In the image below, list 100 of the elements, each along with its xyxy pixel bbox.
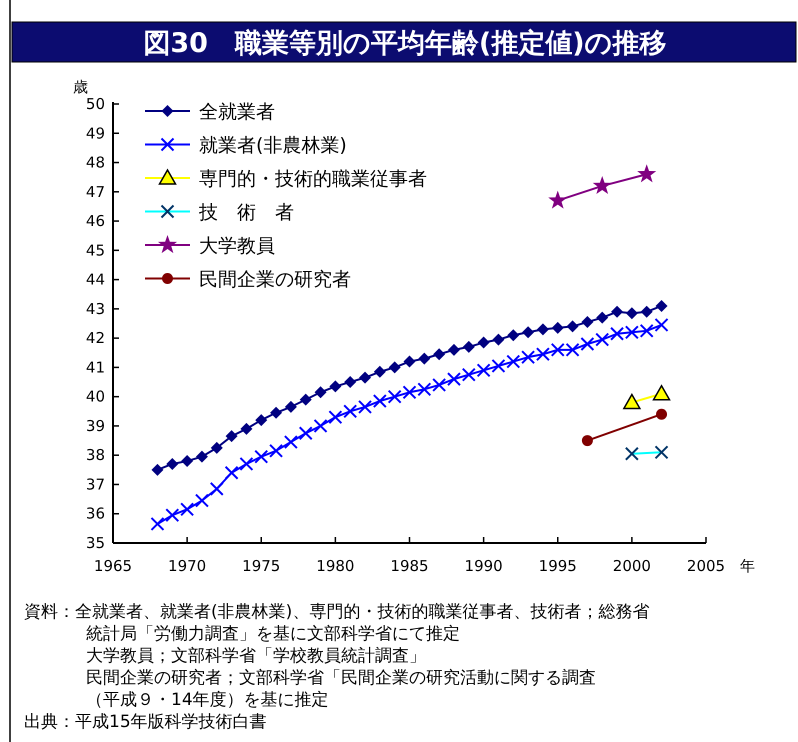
- y-tick-label: 44: [86, 270, 105, 289]
- y-tick-label: 42: [86, 329, 105, 348]
- point: [566, 320, 579, 332]
- point: [654, 318, 669, 332]
- y-tick-label: 48: [86, 154, 105, 172]
- y-tick-label: 49: [86, 124, 105, 142]
- x-tick-label: 2005: [686, 557, 726, 575]
- point: [596, 312, 608, 324]
- point: [151, 464, 164, 476]
- point: [507, 329, 520, 342]
- point: [536, 323, 549, 336]
- point: [432, 378, 446, 392]
- y-tick-label: 39: [86, 416, 105, 435]
- point: [328, 410, 342, 424]
- y-tick-label: 50: [86, 95, 105, 113]
- x-tick-label: 1980: [316, 557, 354, 575]
- point: [626, 307, 638, 320]
- point: [210, 442, 223, 454]
- point: [446, 372, 461, 386]
- point: [166, 458, 178, 470]
- legend-label: 就業者(非農林業): [199, 134, 347, 156]
- point: [552, 322, 564, 334]
- point: [269, 444, 284, 458]
- point: [196, 450, 208, 463]
- point: [359, 372, 372, 384]
- point: [344, 376, 356, 388]
- point: [595, 332, 610, 347]
- legend-label: 専門的・技術的職業従事者: [199, 168, 427, 190]
- y-tick-label: 45: [86, 241, 105, 260]
- chart-title: 図30 職業等別の平均年齢(推定値)の推移: [143, 28, 667, 59]
- x-tick-label: 1965: [94, 557, 132, 575]
- point: [656, 300, 668, 312]
- title: 図30 職業等別の平均年齢(推定値)の推移: [12, 22, 796, 62]
- point: [418, 352, 430, 365]
- point: [210, 482, 224, 496]
- point: [300, 394, 312, 406]
- point: [180, 502, 194, 516]
- point: [522, 326, 534, 338]
- y-tick-label: 36: [86, 504, 105, 523]
- point: [372, 394, 387, 408]
- point: [329, 380, 342, 392]
- point: [343, 404, 358, 418]
- y-tick-label: 46: [86, 212, 105, 230]
- point: [240, 422, 252, 435]
- y-tick-label: 35: [86, 534, 105, 552]
- legend-label: 大学教員: [199, 235, 275, 257]
- y-tick-label: 40: [86, 388, 105, 406]
- point: [224, 466, 239, 480]
- point: [181, 455, 194, 468]
- point: [611, 306, 624, 318]
- y-tick-label: 41: [86, 358, 105, 376]
- point: [165, 508, 180, 522]
- point: [506, 354, 520, 369]
- point: [592, 176, 612, 194]
- point: [491, 358, 506, 373]
- point: [462, 368, 476, 382]
- x-tick-label: 1975: [242, 557, 280, 575]
- point: [314, 386, 327, 398]
- y-tick-label: 47: [86, 182, 105, 201]
- y-tick-label: 38: [86, 446, 105, 464]
- point: [656, 408, 668, 420]
- point: [388, 390, 402, 404]
- point: [374, 366, 386, 378]
- point: [284, 435, 298, 450]
- point: [548, 190, 568, 209]
- point: [388, 361, 401, 374]
- point: [358, 400, 372, 414]
- legend-label: 全就業者: [199, 101, 275, 123]
- x-axis-title: 年: [740, 557, 755, 575]
- point: [404, 356, 416, 368]
- annotations: 資料：全就業者、就業者(非農林業)、専門的・技術的職業従事者、技術者；総務省 統計局「労働力調査」を基に文部科学省にて推定 大学教員；文部科学省「学校教員統計調査」 民間企業の研究者；文部科学省「民間企業の研究活動に関する調査 （平成９・14年度）を基に推定 出典：平成15年版科学技術白書: [24, 602, 650, 732]
- point: [402, 385, 416, 400]
- point: [150, 516, 164, 531]
- point: [478, 336, 490, 349]
- x-tick-label: 1995: [538, 557, 577, 575]
- point: [226, 430, 238, 442]
- point: [476, 363, 491, 378]
- legend-label: 技 術 者: [198, 202, 294, 224]
- point: [448, 344, 460, 356]
- y-tick-label: 43: [86, 300, 105, 318]
- point: [433, 348, 446, 360]
- point: [582, 435, 593, 446]
- x-tick-label: 1985: [390, 557, 429, 575]
- y-tick-label: 37: [86, 475, 105, 494]
- point: [417, 382, 432, 396]
- point: [640, 306, 653, 318]
- point: [298, 426, 313, 440]
- point: [254, 450, 268, 464]
- point: [284, 400, 297, 413]
- x-tick-label: 2000: [612, 557, 651, 575]
- point: [521, 350, 536, 364]
- y-axis-title: 歳: [73, 78, 88, 96]
- point: [580, 336, 594, 351]
- point: [314, 418, 328, 433]
- point: [536, 347, 550, 362]
- legend-label: 民間企業の研究者: [199, 268, 351, 290]
- point: [194, 494, 209, 508]
- point: [637, 164, 656, 182]
- point: [270, 406, 282, 419]
- x-tick-label: 1990: [464, 557, 503, 575]
